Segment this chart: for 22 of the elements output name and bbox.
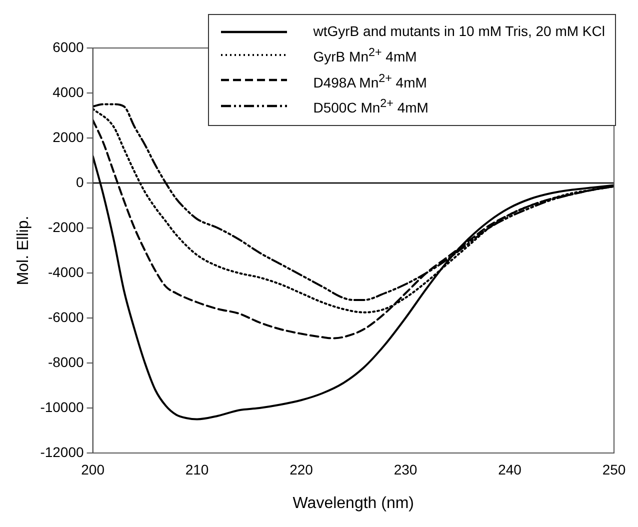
y-tick-label: -10000 — [40, 398, 84, 415]
y-tick-label: -12000 — [40, 444, 84, 460]
y-axis-title: Mol. Ellip. — [15, 216, 32, 286]
y-tick-label: 4000 — [52, 84, 84, 100]
legend-label: D498A Mn$^{2+}$ 4mM — [313, 70, 427, 92]
y-tick-label: -8000 — [48, 354, 84, 370]
x-tick-label: 240 — [498, 461, 522, 478]
y-tick-label: -6000 — [48, 308, 84, 325]
x-tick-label: 230 — [394, 461, 418, 478]
y-tick-label: 6000 — [52, 38, 84, 55]
legend-label: D500C Mn$^{2+}$ 4mM — [313, 96, 428, 118]
x-tick-label: 250 — [602, 461, 626, 478]
y-tick-label: -4000 — [48, 264, 84, 280]
x-tick-label: 200 — [81, 461, 105, 478]
x-tick-label: 210 — [185, 461, 209, 478]
y-tick-label: 2000 — [52, 128, 84, 145]
x-axis-title: Wavelength (nm) — [292, 494, 414, 512]
legend-label: wtGyrB and mutants in 10 mM Tris, 20 mM KCl — [313, 22, 605, 41]
y-tick-label: 0 — [76, 174, 84, 190]
y-tick-label: -2000 — [48, 218, 84, 235]
legend-label: GyrB Mn$^{2+}$ 4mM — [313, 45, 417, 67]
x-tick-label: 220 — [290, 461, 314, 478]
